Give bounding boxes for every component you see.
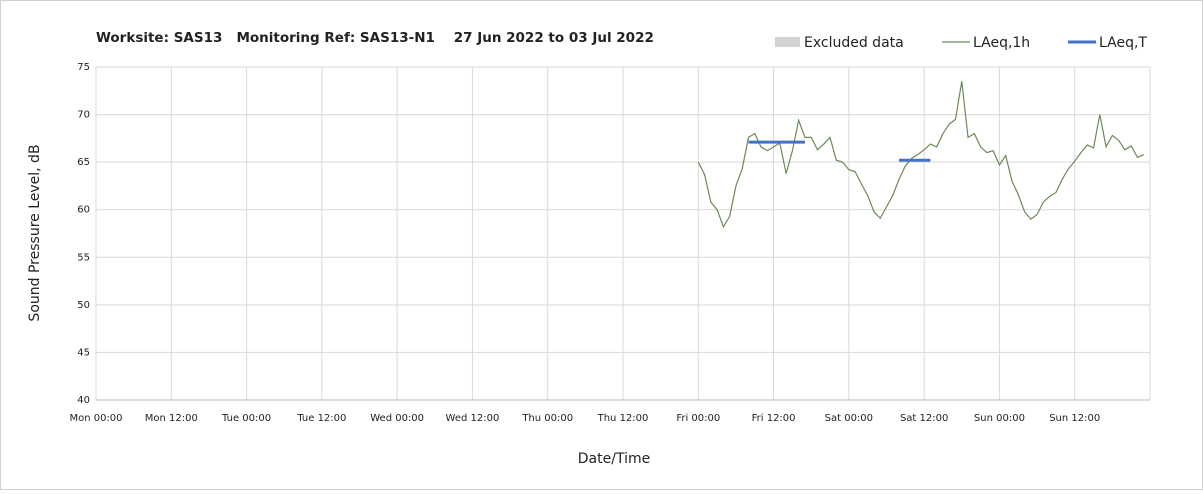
y-tick-label: 40 <box>77 395 90 406</box>
legend-label: Excluded data <box>804 35 904 51</box>
x-axis-label: Date/Time <box>578 451 650 467</box>
x-tick-label: Tue 00:00 <box>221 413 271 424</box>
y-tick-label: 55 <box>77 252 90 263</box>
x-tick-label: Wed 12:00 <box>446 413 500 424</box>
x-tick-label: Thu 12:00 <box>597 413 649 424</box>
x-tick-label: Mon 12:00 <box>145 413 198 424</box>
y-tick-label: 70 <box>77 110 90 121</box>
x-tick-label: Thu 00:00 <box>521 413 573 424</box>
y-tick-label: 60 <box>77 205 90 216</box>
x-tick-label: Sun 12:00 <box>1049 413 1100 424</box>
x-tick-label: Sat 12:00 <box>900 413 948 424</box>
chart-title: Worksite: SAS13 Monitoring Ref: SAS13-N1… <box>96 30 654 46</box>
y-tick-label: 75 <box>77 62 90 73</box>
x-tick-label: Tue 12:00 <box>296 413 346 424</box>
legend-label: LAeq,1h <box>973 35 1030 51</box>
series-line <box>697 81 1144 229</box>
y-tick-label: 50 <box>77 300 90 311</box>
x-tick-label: Sat 00:00 <box>825 413 873 424</box>
x-tick-label: Mon 00:00 <box>69 413 122 424</box>
x-tick-label: Wed 00:00 <box>370 413 424 424</box>
legend-label: LAeq,T <box>1099 35 1147 51</box>
x-tick-label: Sun 00:00 <box>974 413 1025 424</box>
y-axis-label: Sound Pressure Level, dB <box>27 144 43 321</box>
y-tick-label: 45 <box>77 347 90 358</box>
x-tick-label: Fri 00:00 <box>676 413 720 424</box>
y-tick-label: 65 <box>77 157 90 168</box>
x-tick-label: Fri 12:00 <box>752 413 796 424</box>
legend-swatch <box>775 37 800 47</box>
